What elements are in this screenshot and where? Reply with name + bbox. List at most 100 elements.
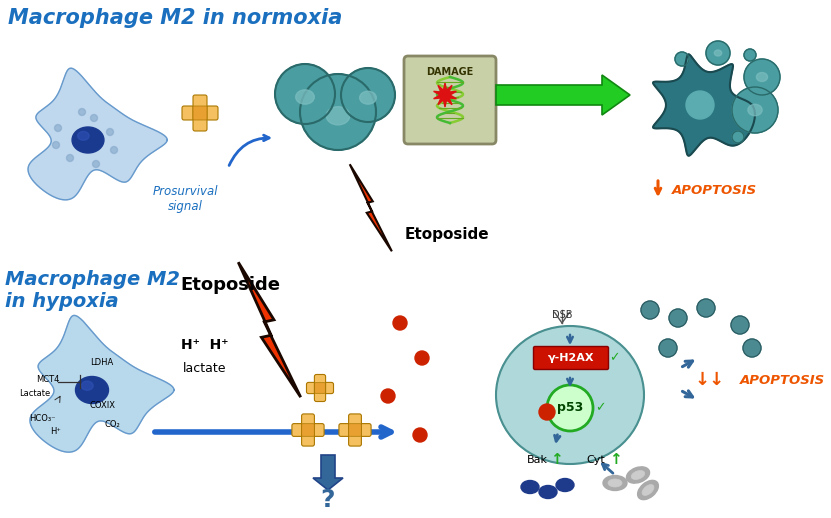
Ellipse shape: [608, 479, 622, 487]
Circle shape: [381, 389, 395, 403]
Text: Bak: Bak: [527, 455, 548, 465]
Text: APOPTOSIS: APOPTOSIS: [672, 183, 757, 196]
Polygon shape: [313, 455, 343, 490]
Circle shape: [52, 141, 60, 149]
FancyBboxPatch shape: [349, 424, 361, 436]
Circle shape: [743, 339, 761, 357]
Ellipse shape: [556, 479, 574, 492]
Ellipse shape: [642, 484, 654, 495]
Text: Macrophage M2
in hypoxia: Macrophage M2 in hypoxia: [5, 270, 180, 311]
Text: Macrophage M2 in normoxia: Macrophage M2 in normoxia: [8, 8, 342, 28]
Ellipse shape: [756, 73, 768, 81]
Circle shape: [55, 124, 61, 132]
Ellipse shape: [360, 91, 376, 104]
Circle shape: [744, 49, 756, 61]
Circle shape: [686, 91, 714, 119]
Circle shape: [731, 316, 749, 334]
Circle shape: [111, 147, 117, 153]
Ellipse shape: [496, 326, 644, 464]
Text: ✓: ✓: [609, 352, 619, 365]
Circle shape: [300, 74, 376, 150]
Circle shape: [659, 339, 677, 357]
FancyBboxPatch shape: [182, 106, 218, 120]
Text: COXIX: COXIX: [89, 401, 115, 410]
Text: lactate: lactate: [184, 362, 227, 375]
Circle shape: [92, 161, 100, 167]
Ellipse shape: [715, 50, 721, 56]
FancyBboxPatch shape: [534, 347, 608, 369]
Circle shape: [675, 52, 689, 66]
Ellipse shape: [539, 485, 557, 498]
Circle shape: [106, 128, 114, 136]
FancyBboxPatch shape: [193, 106, 207, 120]
Ellipse shape: [72, 127, 104, 153]
Text: H⁺  H⁺: H⁺ H⁺: [181, 338, 229, 352]
Polygon shape: [653, 54, 755, 156]
Circle shape: [413, 428, 427, 442]
Text: CO₂: CO₂: [104, 420, 120, 429]
Circle shape: [341, 68, 395, 122]
Circle shape: [732, 131, 744, 143]
Circle shape: [744, 59, 780, 95]
Circle shape: [547, 385, 593, 431]
Text: Etoposide: Etoposide: [180, 276, 280, 294]
Text: APOPTOSIS: APOPTOSIS: [740, 373, 825, 386]
Ellipse shape: [327, 107, 350, 125]
Circle shape: [641, 301, 659, 319]
Text: H⁺: H⁺: [51, 427, 61, 436]
Ellipse shape: [632, 470, 645, 480]
Ellipse shape: [521, 481, 539, 494]
Text: ↑: ↑: [608, 453, 622, 468]
Circle shape: [697, 299, 715, 317]
Text: p53: p53: [557, 401, 583, 414]
Ellipse shape: [81, 381, 93, 390]
FancyBboxPatch shape: [302, 414, 314, 446]
Polygon shape: [496, 75, 630, 115]
Circle shape: [78, 108, 86, 116]
Ellipse shape: [296, 90, 314, 104]
Polygon shape: [28, 68, 167, 200]
Ellipse shape: [637, 480, 658, 500]
Ellipse shape: [603, 476, 627, 491]
Circle shape: [415, 351, 429, 365]
Ellipse shape: [77, 132, 89, 140]
Circle shape: [669, 309, 687, 327]
Text: Prosurvival
signal: Prosurvival signal: [152, 185, 218, 213]
Ellipse shape: [748, 104, 762, 116]
Circle shape: [91, 114, 97, 122]
FancyBboxPatch shape: [404, 56, 496, 144]
Text: ?: ?: [321, 488, 335, 512]
Text: MCT4: MCT4: [37, 375, 60, 384]
FancyBboxPatch shape: [302, 424, 314, 436]
Text: ↓↓: ↓↓: [695, 371, 725, 389]
FancyBboxPatch shape: [339, 424, 371, 436]
Text: Etoposide: Etoposide: [405, 227, 489, 242]
FancyBboxPatch shape: [292, 424, 324, 436]
FancyBboxPatch shape: [314, 375, 326, 401]
Text: LDHA: LDHA: [91, 358, 114, 367]
FancyBboxPatch shape: [315, 383, 325, 393]
Circle shape: [66, 154, 73, 162]
Circle shape: [539, 404, 555, 420]
Text: DSB: DSB: [552, 310, 573, 320]
FancyBboxPatch shape: [307, 382, 333, 394]
Text: Cyt: Cyt: [587, 455, 605, 465]
Text: DAMAGE: DAMAGE: [426, 67, 474, 77]
Text: ↑: ↑: [549, 453, 563, 468]
Text: γ-H2AX: γ-H2AX: [548, 353, 594, 363]
Polygon shape: [350, 164, 392, 251]
Polygon shape: [30, 315, 174, 452]
Circle shape: [275, 64, 335, 124]
Ellipse shape: [76, 377, 109, 404]
Circle shape: [706, 41, 730, 65]
Circle shape: [732, 87, 778, 133]
Text: HCO₃⁻: HCO₃⁻: [29, 414, 55, 423]
Polygon shape: [238, 262, 301, 397]
Ellipse shape: [627, 467, 650, 483]
Text: ✓: ✓: [595, 401, 605, 414]
Text: Lactate: Lactate: [19, 389, 51, 398]
Circle shape: [393, 316, 407, 330]
FancyBboxPatch shape: [193, 95, 207, 131]
FancyBboxPatch shape: [348, 414, 361, 446]
Polygon shape: [434, 83, 456, 107]
